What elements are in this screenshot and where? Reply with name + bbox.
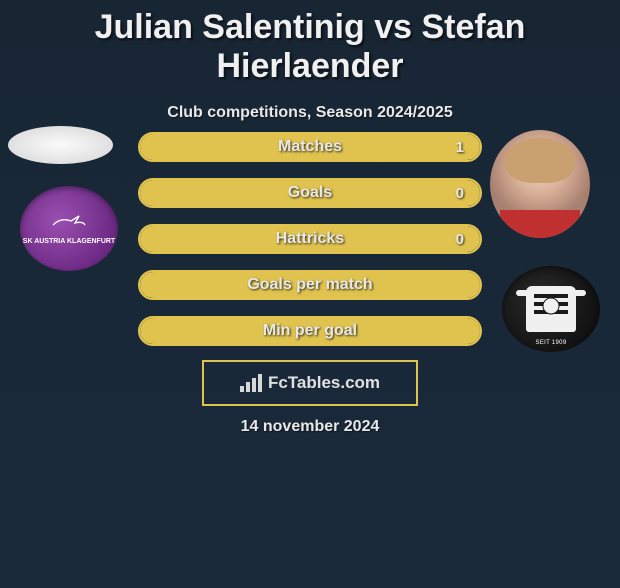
stat-row: Hattricks0 [138,224,482,254]
stat-label: Goals per match [140,276,480,294]
stat-label: Matches [140,138,480,156]
player2-club-seit: SEIT 1909 [502,340,600,346]
stat-value-right: 0 [456,231,464,248]
player1-club-label: SK AUSTRIA KLAGENFURT [23,211,115,245]
stat-value-right: 0 [456,185,464,202]
stats-list: Matches1Goals0Hattricks0Goals per matchM… [138,132,482,362]
date-label: 14 november 2024 [0,418,620,436]
page-title: Julian Salentinig vs Stefan Hierlaender [0,8,620,86]
player2-avatar [490,130,590,238]
stat-label: Min per goal [140,322,480,340]
subtitle: Club competitions, Season 2024/2025 [0,104,620,122]
player1-club-badge: SK AUSTRIA KLAGENFURT [20,186,118,271]
brand-text: FcTables.com [268,373,380,393]
stat-row: Min per goal [138,316,482,346]
player2-club-shield [526,286,576,332]
stat-row: Goals per match [138,270,482,300]
stat-row: Goals0 [138,178,482,208]
stat-label: Hattricks [140,230,480,248]
brand-box[interactable]: FcTables.com [202,360,418,406]
stat-label: Goals [140,184,480,202]
stat-value-right: 1 [456,139,464,156]
player1-avatar [8,126,113,164]
stat-row: Matches1 [138,132,482,162]
player2-club-badge: SEIT 1909 [502,266,600,352]
bars-icon [240,374,262,392]
player1-club-name: SK AUSTRIA KLAGENFURT [23,238,115,246]
